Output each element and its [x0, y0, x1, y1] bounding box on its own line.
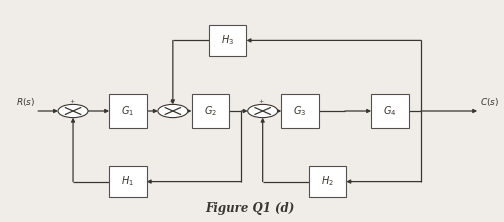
Circle shape — [58, 104, 88, 118]
Text: +: + — [259, 99, 264, 104]
Text: $G_{1}$: $G_{1}$ — [121, 104, 135, 118]
Bar — [109, 94, 147, 128]
Bar — [192, 94, 229, 128]
Text: $H_{3}$: $H_{3}$ — [221, 34, 234, 47]
Bar — [109, 166, 147, 197]
Text: $G_{2}$: $G_{2}$ — [204, 104, 217, 118]
Text: $G_{4}$: $G_{4}$ — [383, 104, 397, 118]
Bar — [309, 166, 346, 197]
Text: Figure Q1 (d): Figure Q1 (d) — [206, 202, 295, 215]
Text: +: + — [169, 99, 174, 104]
Text: $R(s)$: $R(s)$ — [16, 96, 35, 108]
Circle shape — [158, 104, 188, 118]
Text: +: + — [69, 99, 74, 104]
Text: $H_{1}$: $H_{1}$ — [121, 175, 135, 188]
Circle shape — [247, 104, 278, 118]
Bar — [209, 25, 246, 56]
Bar — [371, 94, 409, 128]
Bar — [281, 94, 319, 128]
Text: $G_{3}$: $G_{3}$ — [293, 104, 307, 118]
Text: $H_{2}$: $H_{2}$ — [321, 175, 334, 188]
Text: $C(s)$: $C(s)$ — [480, 96, 499, 108]
